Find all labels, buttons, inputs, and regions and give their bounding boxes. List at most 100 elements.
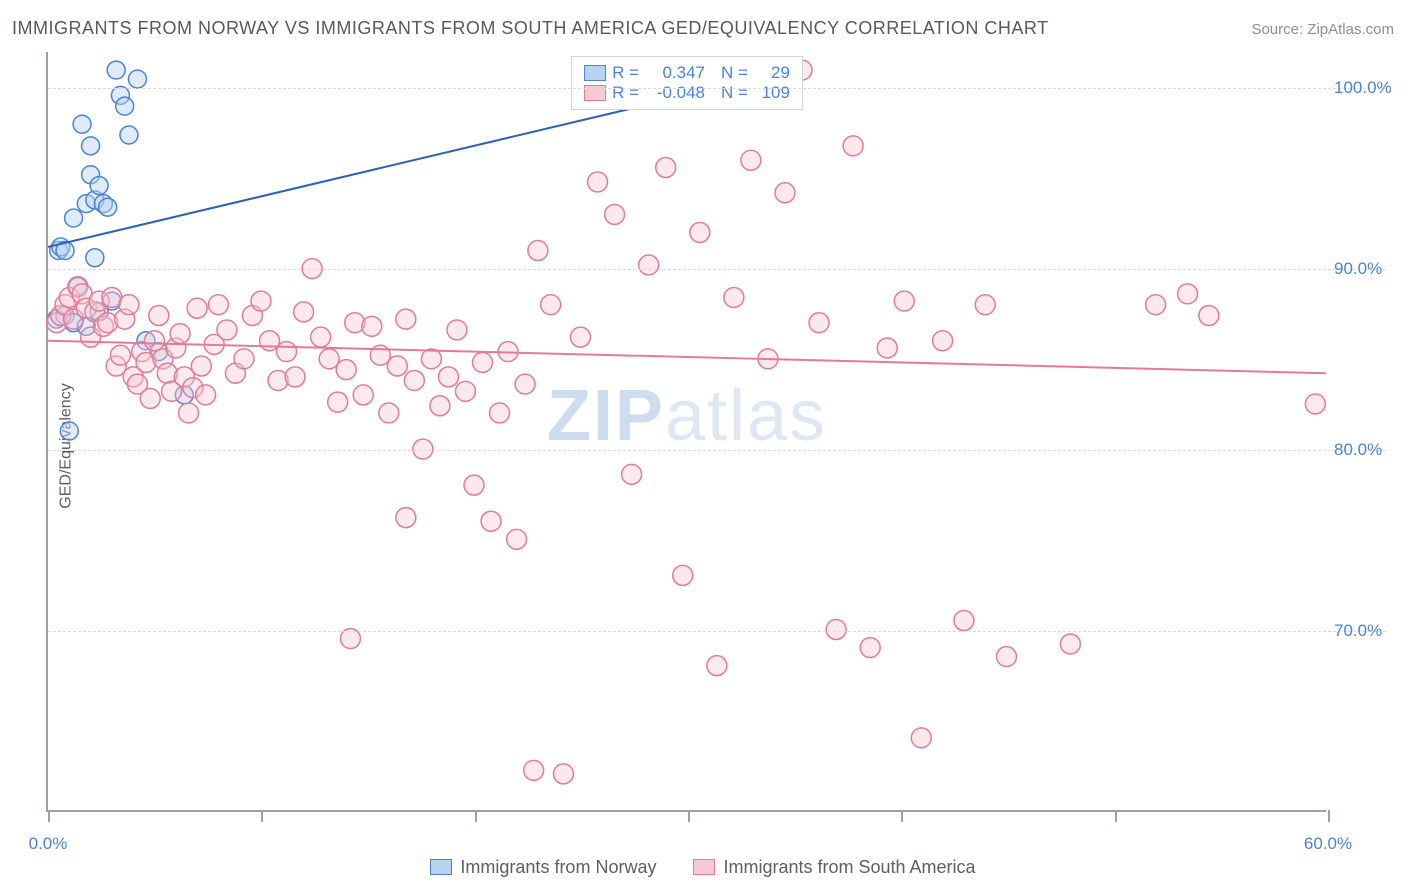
n-value-southamerica: 109 xyxy=(754,83,790,103)
data-point xyxy=(690,223,710,243)
data-point xyxy=(775,183,795,203)
legend-label-southamerica: Immigrants from South America xyxy=(723,857,975,878)
data-point xyxy=(116,97,134,115)
legend-bottom: Immigrants from Norway Immigrants from S… xyxy=(0,857,1406,881)
plot-area: ZIPatlas R = 0.347 N = 29 R = -0.048 N =… xyxy=(46,52,1326,812)
data-point xyxy=(277,342,297,362)
data-point xyxy=(65,209,83,227)
data-point xyxy=(447,320,467,340)
data-point xyxy=(99,198,117,216)
data-point xyxy=(82,137,100,155)
data-point xyxy=(353,385,373,405)
data-point xyxy=(975,295,995,315)
xtick-label: 60.0% xyxy=(1304,834,1352,854)
data-point xyxy=(217,320,237,340)
data-point xyxy=(997,647,1017,667)
data-point xyxy=(524,760,544,780)
data-point xyxy=(843,136,863,156)
data-point xyxy=(328,392,348,412)
data-point xyxy=(1178,284,1198,304)
legend-item-norway: Immigrants from Norway xyxy=(430,857,656,878)
legend-stats-box: R = 0.347 N = 29 R = -0.048 N = 109 xyxy=(571,56,803,110)
gridline-h xyxy=(48,88,1386,89)
data-point xyxy=(515,374,535,394)
data-point xyxy=(724,287,744,307)
ytick-label: 70.0% xyxy=(1334,621,1398,641)
data-point xyxy=(260,331,280,351)
data-point xyxy=(455,381,475,401)
data-point xyxy=(413,439,433,459)
data-point xyxy=(379,403,399,423)
data-point xyxy=(179,403,199,423)
data-point xyxy=(187,298,207,318)
data-point xyxy=(605,204,625,224)
data-point xyxy=(622,464,642,484)
r-label: R = xyxy=(612,83,639,103)
data-point xyxy=(119,295,139,315)
data-point xyxy=(481,511,501,531)
data-point xyxy=(234,349,254,369)
legend-stats-row-southamerica: R = -0.048 N = 109 xyxy=(584,83,790,103)
data-point xyxy=(120,126,138,144)
data-point xyxy=(571,327,591,347)
data-point xyxy=(86,249,104,267)
data-point xyxy=(894,291,914,311)
n-label: N = xyxy=(721,63,748,83)
gridline-h xyxy=(48,450,1386,451)
n-label: N = xyxy=(721,83,748,103)
data-point xyxy=(421,349,441,369)
legend-stats-row-norway: R = 0.347 N = 29 xyxy=(584,63,790,83)
swatch-southamerica xyxy=(693,859,715,875)
data-point xyxy=(933,331,953,351)
xtick-label: 0.0% xyxy=(29,834,68,854)
data-point xyxy=(387,356,407,376)
data-point xyxy=(1146,295,1166,315)
data-point xyxy=(311,327,331,347)
data-point xyxy=(541,295,561,315)
data-point xyxy=(128,70,146,88)
chart-svg xyxy=(48,52,1326,810)
xtick xyxy=(48,810,50,822)
xtick xyxy=(1115,810,1117,822)
r-value-southamerica: -0.048 xyxy=(645,83,705,103)
data-point xyxy=(826,620,846,640)
data-point xyxy=(396,508,416,528)
data-point xyxy=(404,370,424,390)
data-point xyxy=(1305,394,1325,414)
data-point xyxy=(208,295,228,315)
r-label: R = xyxy=(612,63,639,83)
data-point xyxy=(396,309,416,329)
data-point xyxy=(741,150,761,170)
data-point xyxy=(464,475,484,495)
data-point xyxy=(362,316,382,336)
data-point xyxy=(149,306,169,326)
r-value-norway: 0.347 xyxy=(645,63,705,83)
data-point xyxy=(954,611,974,631)
legend-item-southamerica: Immigrants from South America xyxy=(693,857,975,878)
data-point xyxy=(319,349,339,369)
data-point xyxy=(1060,634,1080,654)
data-point xyxy=(877,338,897,358)
data-point xyxy=(191,356,211,376)
data-point xyxy=(809,313,829,333)
ytick-label: 90.0% xyxy=(1334,259,1398,279)
data-point xyxy=(251,291,271,311)
swatch-norway xyxy=(430,859,452,875)
data-point xyxy=(438,367,458,387)
gridline-h xyxy=(48,269,1386,270)
data-point xyxy=(60,422,78,440)
xtick xyxy=(261,810,263,822)
ytick-label: 80.0% xyxy=(1334,440,1398,460)
data-point xyxy=(145,331,165,351)
data-point xyxy=(911,728,931,748)
data-point xyxy=(588,172,608,192)
data-point xyxy=(473,352,493,372)
xtick xyxy=(1328,810,1330,822)
title-bar: IMMIGRANTS FROM NORWAY VS IMMIGRANTS FRO… xyxy=(12,18,1394,39)
data-point xyxy=(285,367,305,387)
ytick-label: 100.0% xyxy=(1334,78,1398,98)
data-point xyxy=(107,61,125,79)
data-point xyxy=(507,529,527,549)
data-point xyxy=(656,158,676,178)
source-label: Source: ZipAtlas.com xyxy=(1251,21,1394,38)
